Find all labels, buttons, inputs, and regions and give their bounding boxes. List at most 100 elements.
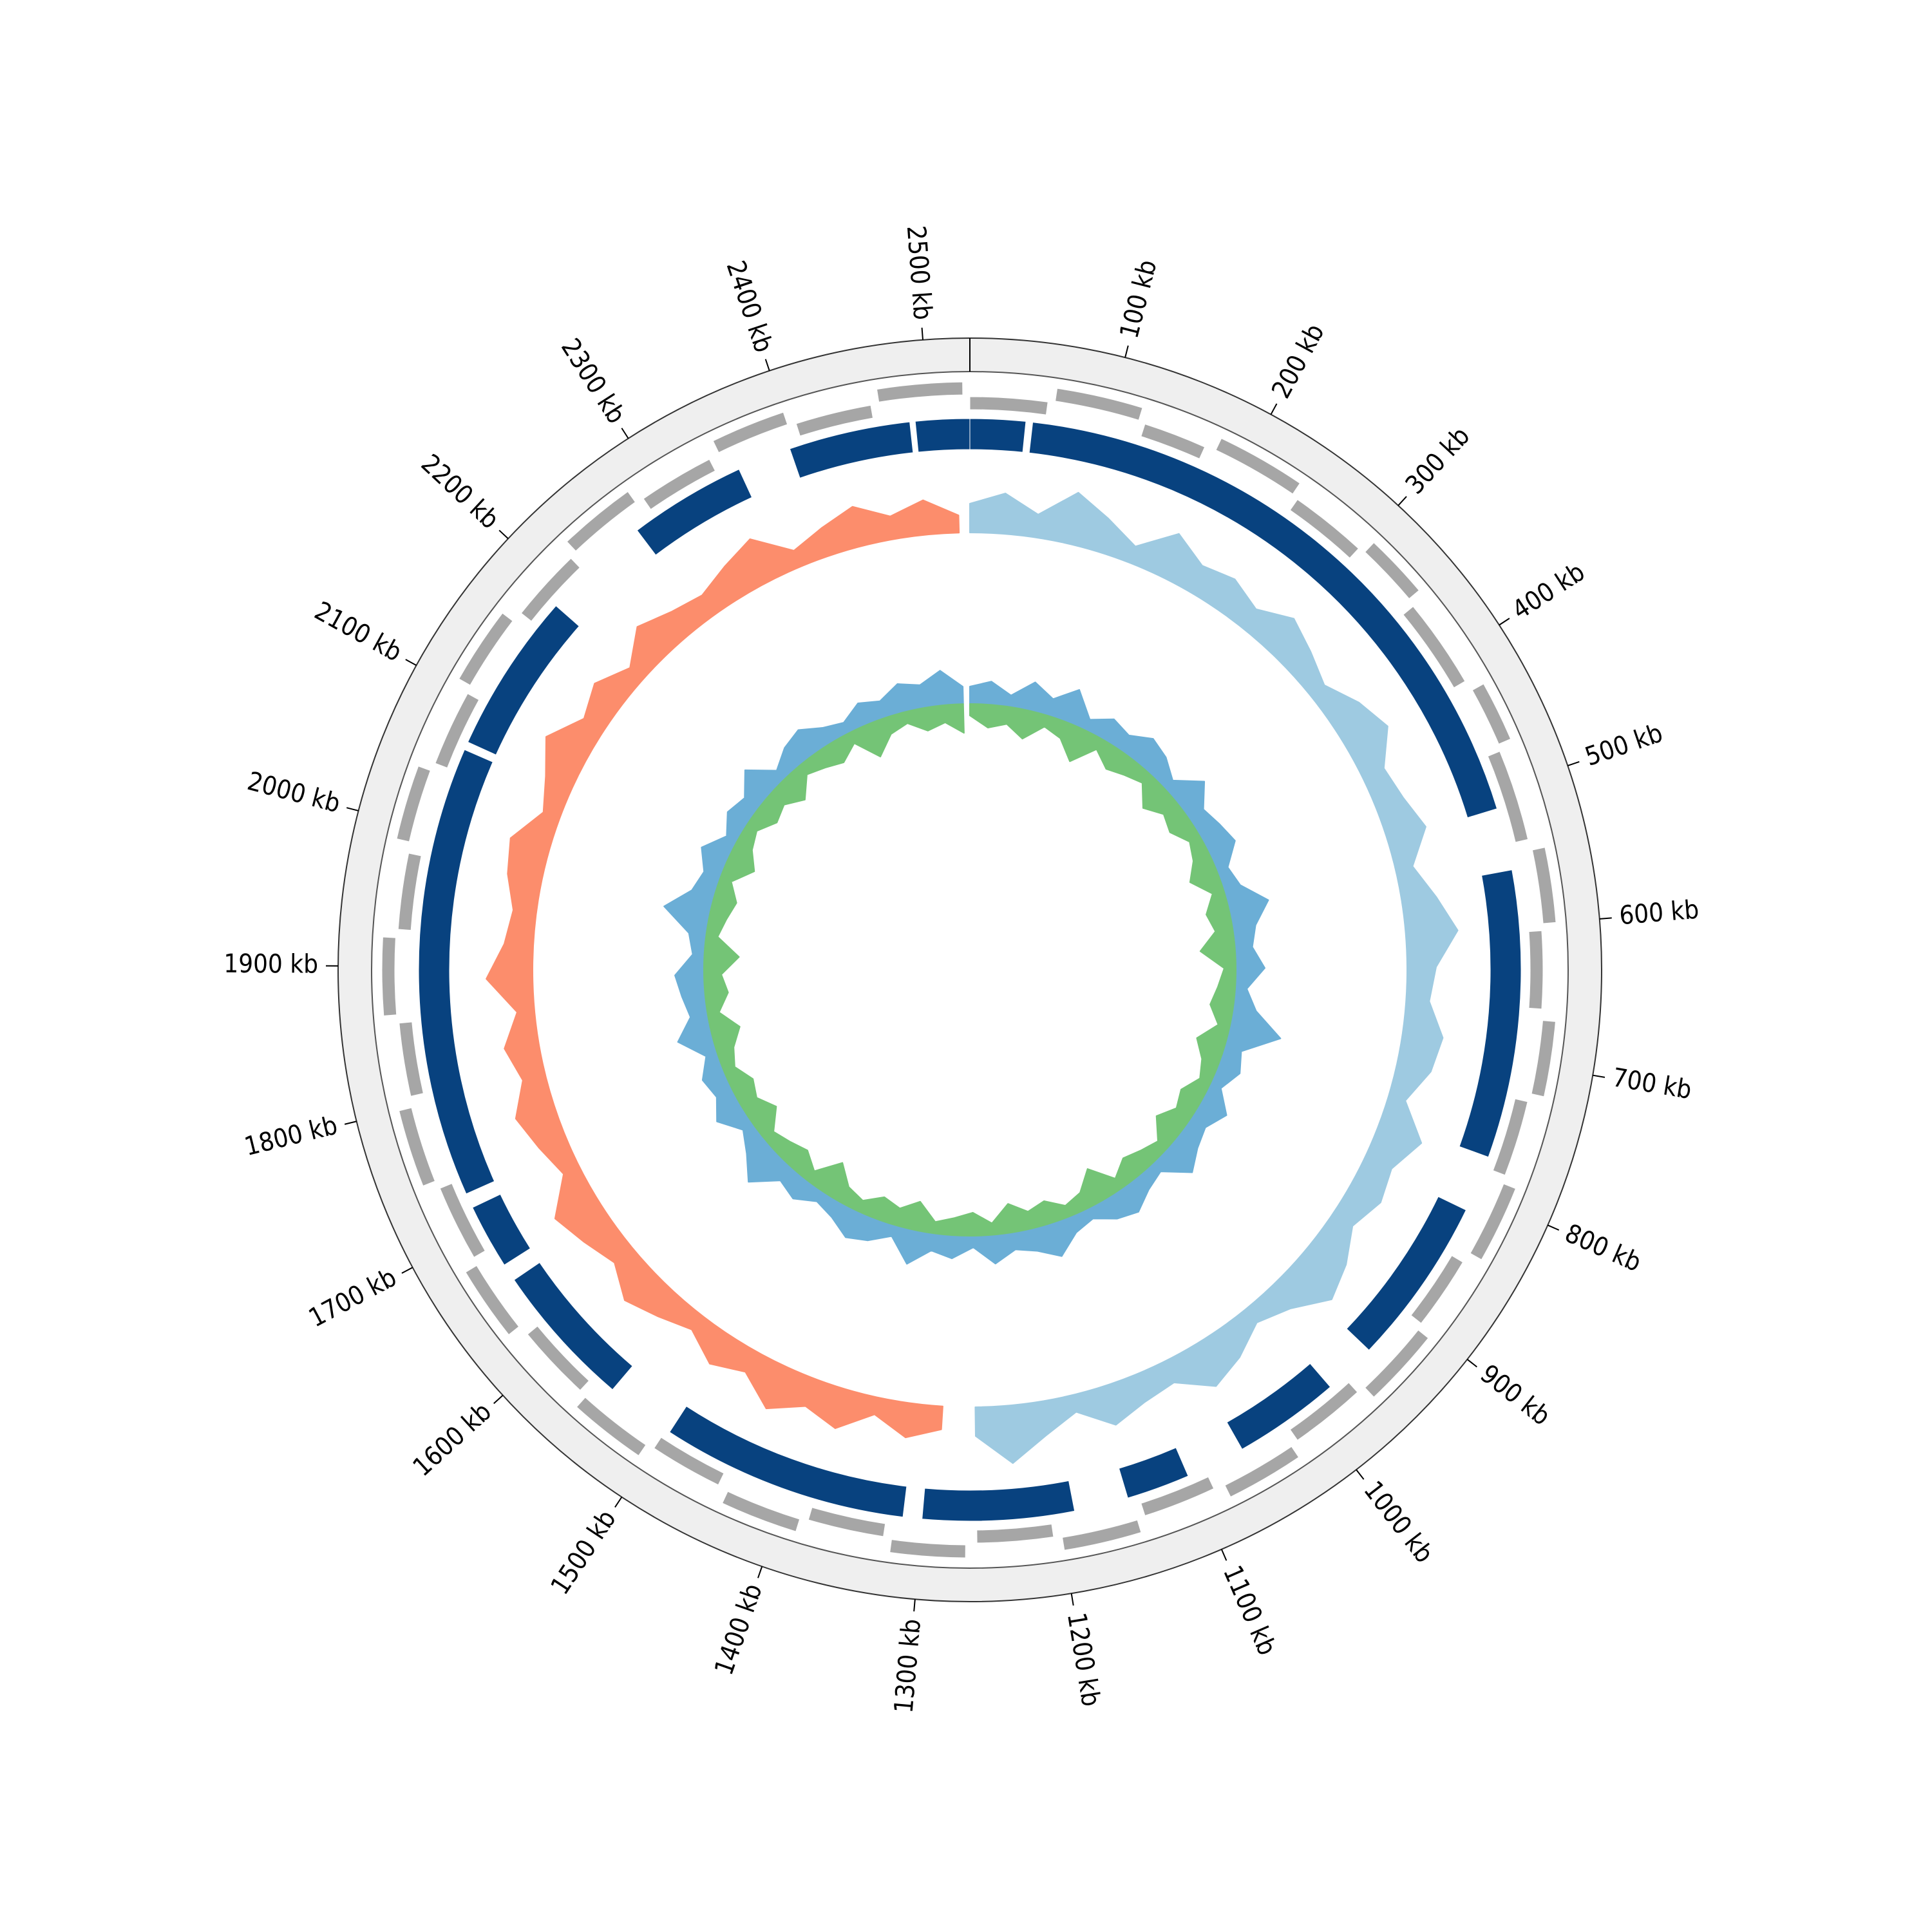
feature-segment <box>1055 388 1143 421</box>
feature-segment <box>1061 1519 1142 1551</box>
feature-segment <box>789 421 914 478</box>
feature-segment <box>914 418 971 453</box>
tick-label: 1400 kb <box>709 1580 768 1679</box>
tick-label: 200 kb <box>1266 319 1330 404</box>
inner-ring <box>371 371 1569 1569</box>
tick-label: 2500 kb <box>901 225 938 321</box>
feature-segment <box>1470 1183 1517 1260</box>
tick-mark <box>401 1267 413 1274</box>
tick-mark <box>1567 761 1580 766</box>
tick-mark <box>764 359 770 372</box>
tick-mark <box>757 1566 763 1578</box>
feature-segment <box>513 1262 633 1390</box>
tick-label: 1700 kb <box>304 1263 401 1334</box>
tick-mark <box>1499 618 1510 626</box>
tick-mark <box>921 327 923 340</box>
feature-segment <box>795 404 874 437</box>
tick-label: 2100 kb <box>310 596 407 668</box>
tick-mark <box>1599 917 1612 920</box>
tick-label: 500 kb <box>1582 718 1667 772</box>
feature-segment <box>1531 847 1557 924</box>
tick-label: 100 kb <box>1115 257 1163 341</box>
feature-segment <box>1364 1329 1429 1398</box>
tick-label: 2200 kb <box>415 449 505 535</box>
tick-mark <box>1466 1359 1477 1368</box>
feature-segment <box>922 1480 1075 1522</box>
feature-segment <box>1346 1196 1467 1351</box>
feature-segment <box>1118 1447 1189 1499</box>
feature-segment <box>876 381 963 402</box>
feature-segment <box>435 693 480 769</box>
feature-segment <box>668 1405 907 1518</box>
tick-mark <box>621 428 629 439</box>
tick-label: 700 kb <box>1610 1063 1694 1105</box>
tick-mark <box>1356 1469 1365 1480</box>
feature-segment <box>712 412 788 453</box>
tick-label: 2000 kb <box>244 766 343 819</box>
tick-mark <box>1270 403 1278 415</box>
feature-segment <box>471 1193 531 1266</box>
tick-mark <box>1070 1593 1074 1606</box>
tick-label: 2400 kb <box>720 257 778 356</box>
feature-segment <box>418 749 495 1195</box>
tick-label: 900 kb <box>1475 1359 1556 1432</box>
feature-segment <box>1289 1382 1358 1441</box>
feature-segment <box>1459 869 1522 1158</box>
tick-mark <box>1547 1224 1560 1231</box>
tick-mark <box>493 1394 504 1405</box>
track-area <box>486 499 960 1439</box>
tick-label: 1600 kb <box>408 1397 497 1482</box>
feature-segment <box>1364 542 1420 600</box>
feature-segment <box>1215 438 1301 495</box>
feature-segment <box>1410 1255 1464 1324</box>
feature-segment <box>643 459 716 510</box>
feature-segment <box>1403 606 1466 688</box>
tick-mark <box>614 1497 623 1508</box>
feature-segment <box>1028 422 1498 819</box>
feature-segment <box>969 396 1048 415</box>
feature-segment <box>399 1107 436 1187</box>
tick-mark <box>405 659 417 667</box>
feature-segment <box>527 1325 590 1391</box>
feature-segment <box>566 491 636 552</box>
feature-segment <box>636 469 753 556</box>
feature-segment <box>381 936 397 1016</box>
feature-segment <box>399 1021 424 1097</box>
tick-label: 1800 kb <box>242 1110 340 1162</box>
tick-label: 1300 kb <box>889 1618 927 1714</box>
feature-segment <box>969 418 1027 453</box>
tick-mark <box>344 1121 357 1125</box>
feature-segment <box>467 605 580 755</box>
feature-segment <box>1141 423 1206 460</box>
track-area <box>703 703 1237 1236</box>
feature-segment <box>653 1437 724 1486</box>
tick-label: 1000 kb <box>1358 1475 1439 1568</box>
tick-mark <box>1124 345 1129 358</box>
tick-mark <box>1593 1074 1605 1078</box>
feature-segment <box>576 1397 647 1456</box>
feature-segment <box>976 1524 1054 1544</box>
tick-mark <box>498 529 509 540</box>
tick-label: 300 kb <box>1400 421 1476 500</box>
tick-label: 1900 kb <box>223 949 318 980</box>
feature-segment <box>721 1491 800 1532</box>
feature-segment <box>1528 930 1544 1010</box>
feature-segment <box>396 765 431 842</box>
feature-segment <box>459 612 513 686</box>
tick-label: 400 kb <box>1507 557 1590 625</box>
tick-mark <box>913 1599 916 1612</box>
feature-segment <box>397 853 422 931</box>
tick-label: 1500 kb <box>545 1505 622 1600</box>
tick-label: 600 kb <box>1618 895 1700 931</box>
feature-segment <box>439 1183 486 1258</box>
feature-segment <box>1289 499 1359 559</box>
feature-segment <box>1487 751 1529 843</box>
feature-segment <box>1226 1363 1331 1450</box>
tick-label: 1100 kb <box>1217 1561 1282 1660</box>
feature-segment <box>1492 1098 1528 1176</box>
feature-segment <box>465 1265 520 1336</box>
feature-segment <box>1224 1446 1300 1497</box>
feature-segment <box>1472 683 1511 744</box>
